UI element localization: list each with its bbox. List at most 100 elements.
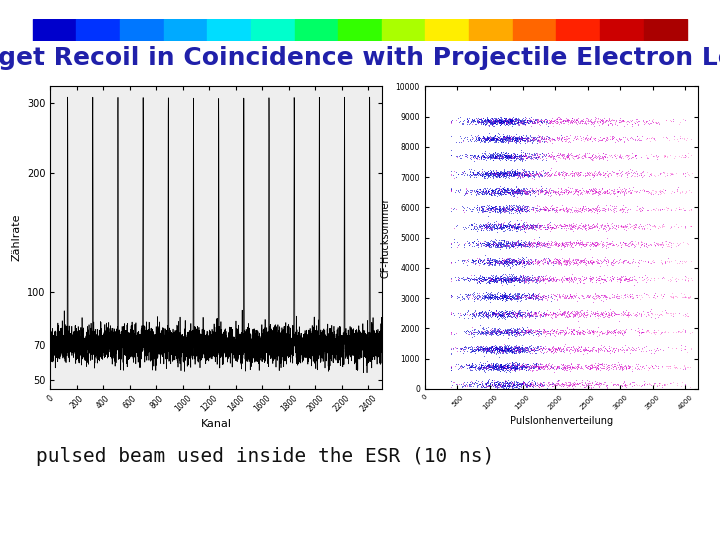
Point <box>469 219 480 227</box>
Point <box>509 276 521 285</box>
Point <box>482 205 493 213</box>
Point <box>519 362 531 371</box>
Point <box>557 344 568 353</box>
Point <box>541 131 552 140</box>
Point <box>566 172 577 180</box>
Point <box>468 310 480 319</box>
Point <box>584 362 595 371</box>
Point <box>513 274 524 282</box>
Point <box>501 345 513 353</box>
Point <box>587 151 598 160</box>
Point <box>506 348 518 356</box>
Point <box>474 362 485 371</box>
Point <box>495 172 507 180</box>
Point <box>489 136 500 145</box>
Point <box>511 188 523 197</box>
Point <box>561 135 572 144</box>
Point <box>531 238 543 246</box>
Point <box>489 364 500 373</box>
Point <box>534 379 546 387</box>
Point <box>536 292 548 301</box>
Point <box>548 220 559 228</box>
Point <box>513 363 525 372</box>
Point <box>482 255 494 264</box>
Point <box>546 343 558 352</box>
Point <box>622 117 634 125</box>
Point <box>516 206 528 214</box>
Point <box>567 381 579 389</box>
Point <box>472 294 483 302</box>
Point <box>498 170 509 178</box>
Point <box>552 115 563 124</box>
Point <box>510 239 521 248</box>
Point <box>523 173 534 181</box>
Point <box>497 275 508 284</box>
Point <box>575 167 586 176</box>
Point <box>500 383 512 391</box>
Point <box>482 133 494 141</box>
Point <box>487 114 498 123</box>
Point <box>660 133 672 141</box>
Point <box>535 238 546 247</box>
Point <box>526 136 537 144</box>
Point <box>488 347 500 356</box>
Point <box>567 117 579 125</box>
Point <box>511 171 523 179</box>
Point <box>568 347 580 356</box>
Point <box>493 242 505 251</box>
Point <box>498 275 510 284</box>
Point <box>506 348 518 356</box>
Point <box>512 137 523 145</box>
Point <box>485 205 496 214</box>
Point <box>601 189 613 198</box>
Point <box>560 136 572 144</box>
Point <box>503 292 514 300</box>
Point <box>492 344 503 353</box>
Point <box>542 119 554 127</box>
Point <box>454 113 466 122</box>
Point <box>626 275 638 284</box>
Point <box>482 360 493 369</box>
Point <box>517 345 528 353</box>
Point <box>562 307 574 315</box>
Point <box>549 188 561 197</box>
Point <box>513 328 525 337</box>
Point <box>582 221 594 230</box>
Point <box>665 238 676 246</box>
Point <box>500 117 512 126</box>
Point <box>530 167 541 176</box>
Point <box>520 345 531 354</box>
Point <box>532 152 544 161</box>
Point <box>531 167 542 176</box>
Point <box>528 362 540 371</box>
Point <box>618 117 629 125</box>
Point <box>506 204 518 213</box>
Point <box>576 257 588 266</box>
Point <box>665 221 676 230</box>
Point <box>562 380 574 389</box>
Point <box>483 133 495 142</box>
Point <box>597 118 608 126</box>
Point <box>484 240 495 248</box>
Point <box>615 359 626 368</box>
Point <box>487 117 499 125</box>
Point <box>484 292 495 300</box>
Point <box>597 364 608 373</box>
Point <box>593 276 605 285</box>
Point <box>551 117 562 125</box>
Point <box>600 170 611 178</box>
Point <box>482 361 493 369</box>
Point <box>445 186 456 194</box>
Point <box>562 312 573 320</box>
Point <box>544 117 555 125</box>
Point <box>592 240 603 249</box>
Point <box>650 117 662 126</box>
Point <box>488 135 500 144</box>
Point <box>585 240 596 249</box>
Point <box>459 327 470 335</box>
Point <box>454 154 466 163</box>
Point <box>519 118 531 126</box>
Point <box>565 274 577 282</box>
Point <box>600 292 611 300</box>
Point <box>490 133 502 142</box>
